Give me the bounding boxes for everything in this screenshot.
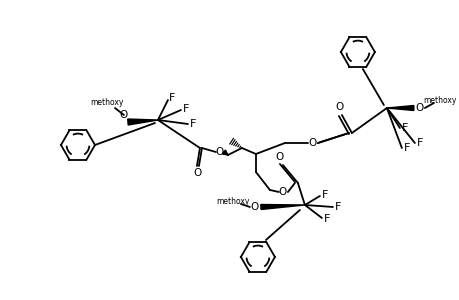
Text: O: O (120, 110, 128, 120)
Text: F: F (401, 123, 407, 133)
Text: F: F (334, 202, 340, 212)
Text: F: F (321, 190, 327, 200)
Text: F: F (168, 93, 175, 103)
Text: O: O (308, 138, 316, 148)
Polygon shape (222, 150, 228, 155)
Text: O: O (278, 187, 286, 197)
Text: F: F (416, 138, 422, 148)
Text: O: O (335, 102, 343, 112)
Polygon shape (260, 205, 304, 209)
Text: O: O (275, 152, 283, 162)
Text: O: O (250, 202, 258, 212)
Text: methoxy: methoxy (422, 95, 456, 104)
Polygon shape (128, 119, 157, 125)
Text: O: O (193, 168, 202, 178)
Text: O: O (215, 147, 224, 157)
Text: O: O (415, 103, 423, 113)
Text: F: F (190, 119, 196, 129)
Text: methoxy: methoxy (90, 98, 123, 106)
Text: F: F (323, 214, 330, 224)
Text: F: F (182, 104, 189, 114)
Text: methoxy: methoxy (216, 197, 249, 206)
Polygon shape (386, 106, 413, 110)
Text: F: F (403, 143, 409, 153)
